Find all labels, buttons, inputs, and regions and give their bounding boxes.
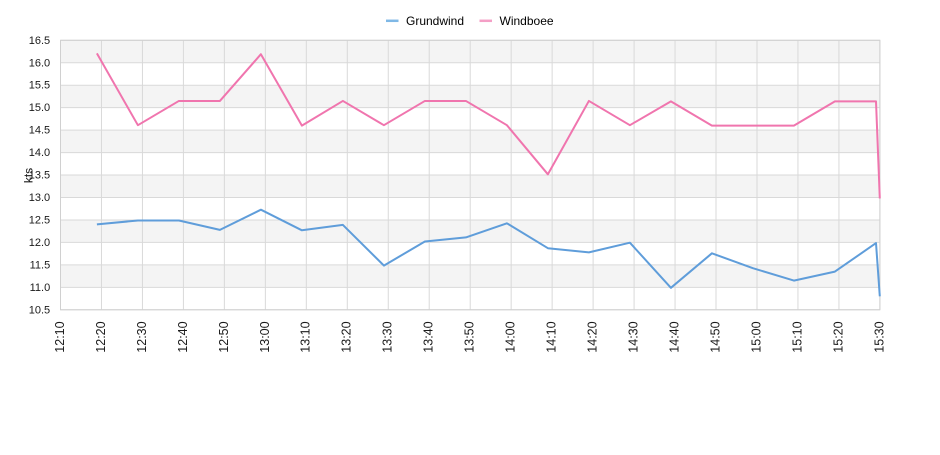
svg-text:13.5: 13.5	[29, 170, 50, 182]
svg-text:15.5: 15.5	[29, 80, 50, 92]
svg-text:13:20: 13:20	[340, 321, 354, 352]
svg-text:kts: kts	[22, 168, 36, 183]
svg-text:14:50: 14:50	[708, 321, 722, 352]
svg-text:12:50: 12:50	[217, 321, 231, 352]
svg-text:13:50: 13:50	[463, 321, 477, 352]
svg-text:13:00: 13:00	[258, 321, 272, 352]
svg-text:15:20: 15:20	[831, 321, 845, 352]
svg-text:13:10: 13:10	[299, 321, 313, 352]
svg-text:16.5: 16.5	[29, 35, 50, 47]
svg-text:14:10: 14:10	[545, 321, 559, 352]
svg-text:12:10: 12:10	[53, 321, 67, 352]
svg-text:14:20: 14:20	[586, 321, 600, 352]
svg-text:12.0: 12.0	[29, 237, 50, 249]
svg-text:Grundwind: Grundwind	[406, 14, 464, 28]
svg-text:10.5: 10.5	[29, 304, 50, 316]
svg-text:11.5: 11.5	[30, 259, 51, 271]
svg-text:12.5: 12.5	[29, 214, 50, 226]
svg-text:15:30: 15:30	[872, 321, 886, 352]
svg-text:14.5: 14.5	[29, 125, 50, 137]
svg-text:13.0: 13.0	[29, 192, 50, 204]
svg-text:11.0: 11.0	[30, 282, 51, 294]
svg-text:12:30: 12:30	[135, 321, 149, 352]
svg-text:13:40: 13:40	[422, 321, 436, 352]
svg-text:15.0: 15.0	[29, 102, 50, 114]
svg-text:14:40: 14:40	[667, 321, 681, 352]
svg-text:13:30: 13:30	[381, 321, 395, 352]
svg-text:15:10: 15:10	[790, 321, 804, 352]
svg-text:14:30: 14:30	[626, 321, 640, 352]
svg-text:14:00: 14:00	[504, 321, 518, 352]
svg-text:Windboee: Windboee	[500, 14, 554, 28]
svg-text:12:20: 12:20	[94, 321, 108, 352]
svg-text:15:00: 15:00	[749, 321, 763, 352]
svg-text:14.0: 14.0	[29, 147, 50, 159]
svg-text:16.0: 16.0	[29, 57, 50, 69]
svg-text:12:40: 12:40	[176, 321, 190, 352]
